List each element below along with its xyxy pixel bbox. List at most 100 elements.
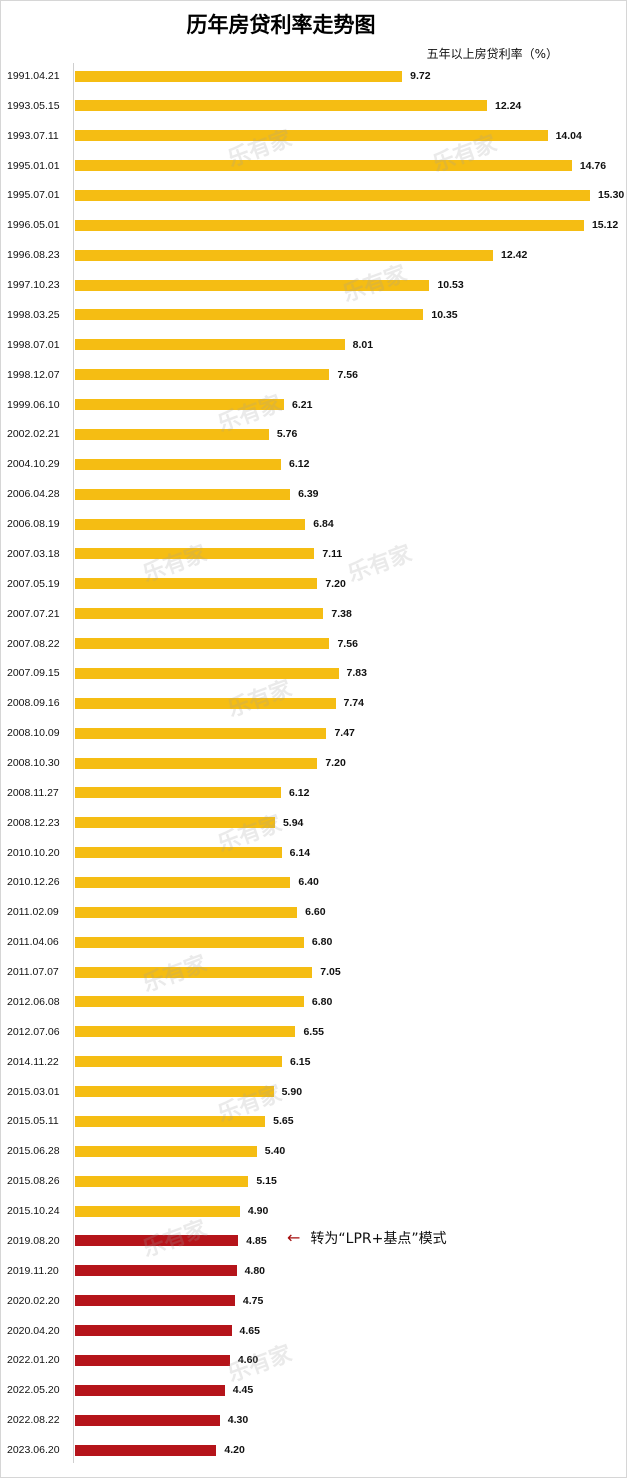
- data-label: 7.74: [343, 697, 364, 710]
- data-label: 6.55: [303, 1025, 324, 1038]
- bar: [75, 1056, 282, 1068]
- bar: [75, 548, 315, 560]
- bar: [75, 518, 306, 530]
- data-label: 6.14: [289, 846, 311, 859]
- tick-label: 1991.04.21: [7, 70, 60, 82]
- tick-label: 2011.02.09: [7, 906, 59, 919]
- bar: [75, 1325, 232, 1337]
- data-label: 4.80: [244, 1264, 265, 1277]
- tick-label: 2007.03.18: [7, 547, 60, 560]
- tick-label: 2022.01.20: [7, 1354, 60, 1367]
- lpr-annotation-text: 转为“LPR+基点”模式: [310, 1231, 447, 1247]
- tick-label: 2008.10.30: [7, 757, 60, 769]
- lpr-annotation: ← 转为“LPR+基点”模式: [287, 1228, 447, 1248]
- data-label: 4.60: [237, 1354, 259, 1367]
- tick-label: 2002.02.21: [7, 428, 60, 441]
- bar: [75, 339, 345, 351]
- data-label: 6.21: [292, 398, 313, 411]
- bar: [75, 1295, 235, 1307]
- tick-label: 2008.12.23: [7, 816, 60, 829]
- bar: [75, 787, 281, 799]
- data-label: 7.83: [346, 667, 367, 680]
- tick-label: 1998.03.25: [7, 308, 60, 321]
- data-label: 14.76: [579, 159, 607, 172]
- tick-label: 2007.08.22: [7, 637, 60, 650]
- bar: [75, 428, 269, 440]
- bar: [75, 1115, 266, 1127]
- data-label: 4.85: [246, 1234, 267, 1247]
- data-label: 6.15: [290, 1055, 311, 1068]
- bar: [75, 100, 487, 112]
- tick-label: 2015.08.26: [7, 1175, 60, 1188]
- y-axis-line: [73, 63, 74, 1463]
- tick-label: 2008.11.27: [7, 786, 59, 799]
- data-label: 15.12: [591, 219, 619, 232]
- tick-label: 2012.07.06: [7, 1025, 60, 1038]
- bar: [75, 817, 275, 829]
- tick-label: 2015.03.01: [7, 1085, 60, 1098]
- tick-label: 2022.05.20: [7, 1384, 60, 1397]
- bar: [75, 130, 548, 142]
- bar: [75, 936, 304, 948]
- tick-label: 1998.12.07: [7, 368, 60, 381]
- data-label: 7.20: [325, 757, 346, 769]
- tick-label: 2020.04.20: [7, 1324, 60, 1337]
- bar: [75, 1354, 230, 1366]
- tick-label: 2019.11.20: [7, 1264, 59, 1277]
- tick-label: 1993.05.15: [7, 99, 60, 112]
- data-label: 7.38: [331, 607, 352, 620]
- data-label: 6.39: [298, 488, 319, 501]
- left-arrow-icon: ←: [287, 1228, 301, 1247]
- tick-label: 1996.08.23: [7, 249, 60, 262]
- watermark: 乐有家: [344, 541, 416, 588]
- tick-label: 2010.12.26: [7, 876, 60, 889]
- data-label: 6.40: [298, 876, 319, 889]
- data-label: 4.20: [224, 1444, 245, 1457]
- tick-label: 2010.10.20: [7, 846, 60, 859]
- tick-label: 2006.04.28: [7, 488, 60, 501]
- data-label: 4.65: [239, 1324, 260, 1337]
- tick-label: 1999.06.10: [7, 398, 60, 411]
- bar: [75, 727, 327, 739]
- tick-label: 2007.07.21: [7, 607, 60, 620]
- data-label: 5.90: [281, 1085, 303, 1098]
- bar: [75, 249, 494, 261]
- data-label: 6.80: [311, 936, 333, 949]
- tick-label: 2008.09.16: [7, 697, 60, 710]
- data-label: 10.35: [431, 308, 458, 321]
- bar: [75, 309, 424, 321]
- bar: [75, 1414, 220, 1426]
- data-label: 7.11: [322, 547, 343, 560]
- tick-label: 2015.06.28: [7, 1145, 60, 1158]
- data-label: 5.65: [273, 1115, 294, 1128]
- tick-label: 2014.11.22: [7, 1055, 59, 1068]
- tick-label: 1997.10.23: [7, 279, 60, 292]
- tick-label: 2008.10.09: [7, 727, 60, 740]
- data-label: 6.12: [289, 786, 310, 799]
- data-label: 4.45: [232, 1384, 254, 1397]
- data-label: 6.80: [311, 995, 333, 1008]
- bar: [75, 638, 330, 650]
- tick-label: 2011.07.07: [7, 966, 59, 979]
- data-label: 15.30: [598, 189, 625, 202]
- data-label: 9.72: [410, 70, 431, 82]
- bar: [75, 608, 324, 620]
- bar: [75, 757, 318, 769]
- tick-label: 2019.08.20: [7, 1234, 60, 1247]
- bar: [75, 966, 313, 978]
- bar: [75, 369, 330, 381]
- bar: [75, 160, 572, 172]
- bar: [75, 1205, 240, 1217]
- data-label: 8.01: [352, 338, 374, 351]
- tick-label: 1996.05.01: [7, 219, 60, 232]
- bar: [75, 1175, 249, 1187]
- data-label: 5.94: [282, 816, 304, 829]
- bar: [75, 189, 590, 201]
- tick-label: 1995.07.01: [7, 189, 60, 202]
- bar: [75, 70, 403, 82]
- data-label: 4.30: [227, 1414, 249, 1427]
- watermark: 乐有家: [224, 1341, 296, 1388]
- data-label: 7.20: [325, 577, 346, 590]
- tick-label: 1995.01.01: [7, 159, 60, 172]
- bar: [75, 1444, 217, 1456]
